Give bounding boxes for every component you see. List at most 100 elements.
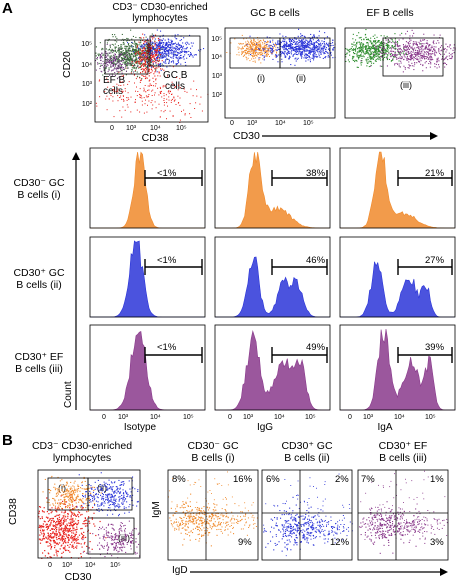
row2-label1: CD30⁺ GC [13, 267, 65, 279]
count-arrow-head [72, 152, 80, 160]
quad3-scatter [359, 470, 448, 554]
quad1-scatter [168, 471, 258, 547]
tick-y3: 10³ [81, 81, 92, 88]
tick-x4-2: 10⁴ [275, 120, 286, 127]
pct-r1-c1: <1% [157, 168, 177, 179]
pct-r2-c1: <1% [157, 255, 177, 266]
col-label-iga: IgA [377, 422, 393, 433]
histogram-r3-c1 [90, 330, 205, 411]
q2-tl: 6% [266, 474, 280, 485]
igd-arrow-head [440, 568, 448, 576]
tick-y2: 10² [81, 101, 92, 108]
b-tick-x3: 10³ [62, 562, 73, 569]
cd30-arrow-head [430, 132, 438, 140]
tick-x3-2: 10³ [247, 120, 258, 127]
quad3-frame [357, 469, 449, 561]
quad2-scatter [263, 473, 353, 557]
h-tick-x3-3: 10³ [363, 414, 374, 421]
row3-label2: B cells (iii) [15, 363, 63, 375]
tick-x-zero: 0 [110, 125, 114, 132]
quad3-title2: B cells (iii) [379, 452, 427, 464]
quad2-frame [261, 469, 353, 561]
tick-y2-2: 10² [211, 92, 222, 99]
row1-label1: CD30⁻ GC [13, 177, 65, 189]
quad1-frame [167, 469, 259, 561]
tick-y5-2: 10⁵ [211, 36, 222, 43]
b-gate-iii: (iii) [118, 533, 130, 543]
flow1-scatter [95, 29, 209, 123]
panel-b-letter: B [2, 432, 13, 449]
pct-r1-c2: 38% [306, 168, 326, 179]
q3-br: 3% [430, 537, 444, 548]
gate-ef-box [104, 39, 149, 75]
histogram-r1-c3 [340, 151, 455, 229]
q1-tl: 8% [172, 474, 186, 485]
h-tick-x4-2: 10⁴ [274, 414, 285, 421]
gate-iii-box [382, 37, 444, 77]
flow2-frame [224, 27, 336, 119]
pct-r3-c3: 39% [425, 342, 445, 353]
histogram-frame-r3-c1 [89, 324, 206, 411]
b-tick-x5: 10⁵ [110, 562, 121, 569]
histogram-r2-c2 [215, 256, 330, 318]
tick-y4-2: 10⁴ [211, 54, 222, 61]
row1-label2: B cells (i) [17, 189, 61, 201]
h-tick-x5-1: 10⁵ [183, 414, 194, 421]
pct-r2-c2: 46% [306, 255, 326, 266]
q1-br: 9% [238, 537, 252, 548]
h-tick-x5-3: 10⁵ [425, 414, 436, 421]
pct-r1-c3: 21% [425, 168, 445, 179]
pct-r2-c3: 27% [425, 255, 445, 266]
gate-ii-box [279, 37, 331, 69]
b-gate-ii-box [87, 477, 133, 511]
histogram-r3-c3 [340, 328, 455, 411]
histogram-frame-r1-c2 [214, 147, 331, 229]
gate-ef-label: EF B [103, 75, 126, 86]
flow-x-axis-cd30: CD30 [233, 130, 260, 142]
quad2-title2: B cells (ii) [284, 452, 330, 464]
histogram-r1-c2 [215, 151, 330, 229]
b-flow1-x-axis: CD30 [64, 571, 92, 583]
histogram-r2-c1 [90, 240, 205, 318]
h-tick-x3-2: 10³ [243, 414, 254, 421]
gate-ef-label2: cells [103, 86, 124, 97]
histogram-r2-c3 [340, 259, 455, 318]
histogram-frame-r3-c3 [339, 324, 456, 411]
b-tick-zero: 0 [48, 562, 52, 569]
h-tick-zero-3: 0 [348, 414, 352, 421]
tick-y5: 10⁵ [81, 41, 92, 48]
col-label-igg: IgG [256, 422, 274, 433]
histogram-r3-c2 [215, 330, 330, 411]
gate-gc-label: GC B [163, 70, 188, 81]
panel-a-letter: A [2, 0, 13, 17]
quad2-title1: CD30⁺ GC [281, 440, 333, 452]
flow1-title-line1: CD3⁻ CD30-enriched [112, 2, 208, 13]
b-flow1-title1: CD3⁻ CD30-enriched [31, 440, 133, 452]
h-tick-x4-1: 10⁴ [150, 414, 161, 421]
b-flow1-title2: lymphocytes [52, 452, 112, 464]
q2-br: 12% [330, 537, 350, 548]
tick-x-zero-2: 0 [230, 120, 234, 127]
histogram-r1-c1 [90, 151, 205, 229]
row3-label1: CD30⁺ EF [14, 351, 64, 363]
q2-tr: 2% [335, 474, 349, 485]
histogram-frame-r1-c3 [339, 147, 456, 229]
b-flow1-scatter [38, 472, 141, 559]
flow3-scatter [345, 29, 456, 73]
row2-label2: B cells (ii) [16, 279, 62, 291]
tick-y3-2: 10³ [211, 73, 222, 80]
h-tick-zero-1: 0 [102, 414, 106, 421]
tick-x5-2: 10⁵ [303, 120, 314, 127]
tick-x5: 10⁵ [176, 125, 187, 132]
pct-r3-c1: <1% [157, 342, 177, 353]
tick-y4: 10⁴ [81, 62, 92, 69]
flow3-frame [344, 27, 456, 119]
b-igd-axis: IgD [172, 565, 188, 576]
flow2-scatter [226, 28, 336, 66]
h-tick-x4-3: 10⁴ [394, 414, 405, 421]
q3-tr: 1% [430, 474, 444, 485]
b-gate-i: (i) [58, 483, 66, 493]
pct-r3-c2: 49% [306, 342, 326, 353]
quad1-title1: CD30⁻ GC [187, 440, 239, 452]
